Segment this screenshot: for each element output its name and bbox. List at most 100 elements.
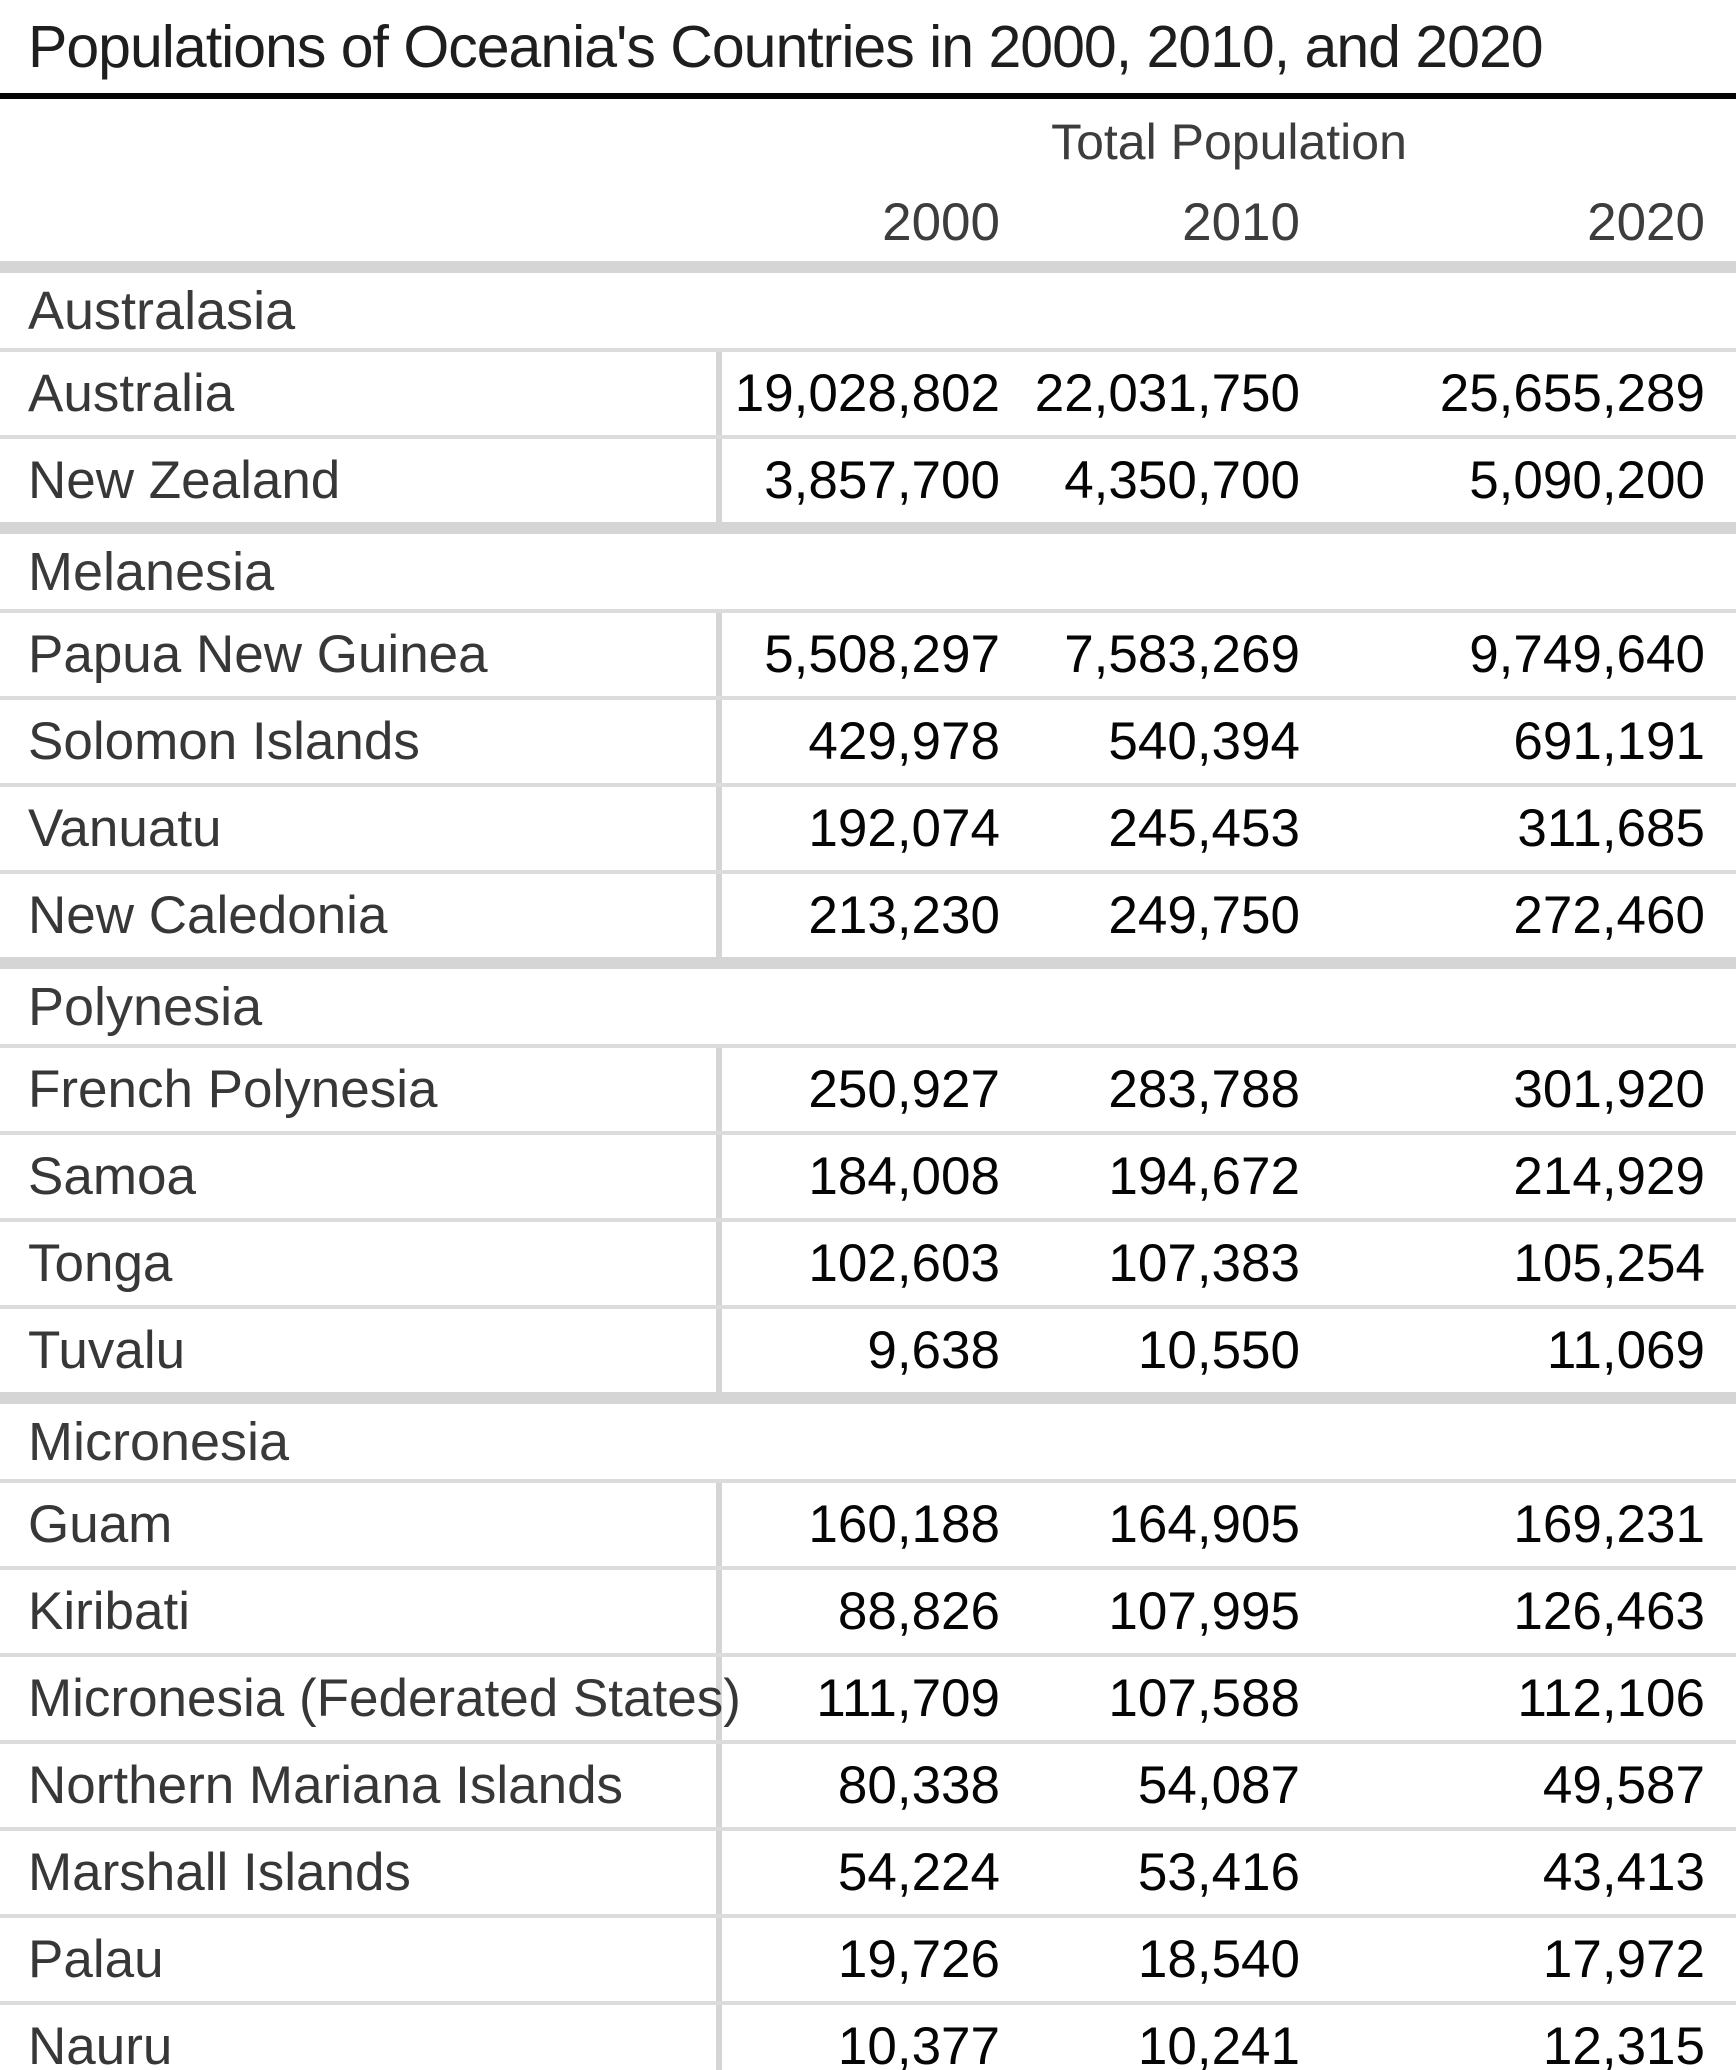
year-header-2000: 2000 (882, 193, 1000, 252)
table-row: Micronesia (Federated States) 111,709 107,… (0, 1653, 1736, 1740)
population-2020-cell: 11,069 (1546, 1321, 1705, 1380)
population-2020-cell: 25,655,289 (1439, 364, 1705, 423)
year-header-2010: 2010 (1182, 193, 1300, 252)
population-2020-cell: 169,231 (1513, 1495, 1705, 1554)
population-2010-cell: 54,087 (1137, 1756, 1300, 1815)
population-2020-cell: 112,106 (1517, 1669, 1705, 1728)
population-2000-cell: 102,603 (808, 1234, 1000, 1293)
population-2020-cell: 12,315 (1542, 2017, 1705, 2070)
country-name-cell: Guam (0, 1483, 722, 1566)
table-row: Vanuatu 192,074 245,453 311,685 (0, 783, 1736, 870)
population-2000-cell: 54,224 (837, 1843, 1000, 1902)
population-2010-cell: 194,672 (1108, 1147, 1300, 1206)
population-2010-cell: 283,788 (1108, 1060, 1300, 1119)
country-name-cell: Palau (0, 1918, 722, 2001)
population-2010-cell: 107,995 (1108, 1582, 1300, 1641)
population-2000-cell: 111,709 (816, 1669, 1000, 1728)
country-name-cell: Tuvalu (0, 1309, 722, 1392)
population-2010-cell: 10,241 (1137, 2017, 1300, 2070)
year-header-spacer (0, 195, 722, 251)
table-row: Palau 19,726 18,540 17,972 (0, 1914, 1736, 2001)
table-row: New Zealand 3,857,700 4,350,700 5,090,200 (0, 435, 1736, 522)
population-2000-cell: 250,927 (808, 1060, 1000, 1119)
table-row: French Polynesia 250,927 283,788 301,920 (0, 1044, 1736, 1131)
population-2000-cell: 5,508,297 (764, 625, 1000, 684)
section-header: Australasia (0, 261, 1736, 348)
country-name-cell: Papua New Guinea (0, 613, 722, 696)
population-2020-cell: 5,090,200 (1469, 451, 1705, 510)
population-2010-cell: 7,583,269 (1064, 625, 1300, 684)
table-row: Papua New Guinea 5,508,297 7,583,269 9,749,… (0, 609, 1736, 696)
country-name-cell: Australia (0, 352, 722, 435)
country-name-cell: Samoa (0, 1135, 722, 1218)
population-2020-cell: 17,972 (1542, 1930, 1705, 1989)
table-body: Australasia Australia 19,028,802 22,031,750… (0, 261, 1736, 2070)
country-name-cell: French Polynesia (0, 1048, 722, 1131)
year-header-2020: 2020 (1587, 193, 1705, 252)
population-2000-cell: 9,638 (867, 1321, 1000, 1380)
table-row: Tuvalu 9,638 10,550 11,069 (0, 1305, 1736, 1392)
country-name-cell: Kiribati (0, 1570, 722, 1653)
population-2000-cell: 184,008 (808, 1147, 1000, 1206)
population-2000-cell: 19,726 (837, 1930, 1000, 1989)
table-row: Nauru 10,377 10,241 12,315 (0, 2001, 1736, 2070)
population-2020-cell: 311,685 (1517, 799, 1705, 858)
table-row: Kiribati 88,826 107,995 126,463 (0, 1566, 1736, 1653)
population-2010-cell: 249,750 (1108, 886, 1300, 945)
country-name-cell: Nauru (0, 2005, 722, 2070)
title-block: Populations of Oceania's Countries in 20… (0, 0, 1736, 93)
table-row: Tonga 102,603 107,383 105,254 (0, 1218, 1736, 1305)
population-2000-cell: 160,188 (808, 1495, 1000, 1554)
population-2020-cell: 9,749,640 (1469, 625, 1705, 684)
population-2020-cell: 691,191 (1513, 712, 1705, 771)
table-row: Solomon Islands 429,978 540,394 691,191 (0, 696, 1736, 783)
country-name-cell: New Caledonia (0, 874, 722, 957)
population-2010-cell: 107,588 (1108, 1669, 1300, 1728)
population-2020-cell: 214,929 (1513, 1147, 1705, 1206)
table-row: Guam 160,188 164,905 169,231 (0, 1479, 1736, 1566)
section-header: Polynesia (0, 957, 1736, 1044)
population-2020-cell: 301,920 (1513, 1060, 1705, 1119)
country-name-cell: Vanuatu (0, 787, 722, 870)
population-2000-cell: 19,028,802 (734, 364, 1000, 423)
population-2010-cell: 22,031,750 (1034, 364, 1300, 423)
population-2020-cell: 49,587 (1542, 1756, 1705, 1815)
population-2010-cell: 10,550 (1137, 1321, 1300, 1380)
section-header: Melanesia (0, 522, 1736, 609)
table-row: Marshall Islands 54,224 53,416 43,413 (0, 1827, 1736, 1914)
population-2010-cell: 164,905 (1108, 1495, 1300, 1554)
year-header-row: 2000 2010 2020 (0, 195, 1736, 251)
country-name-cell: Solomon Islands (0, 700, 722, 783)
population-2020-cell: 105,254 (1513, 1234, 1705, 1293)
population-2000-cell: 10,377 (837, 2017, 1000, 2070)
table-header: Total Population 2000 2010 2020 (0, 99, 1736, 261)
population-2000-cell: 213,230 (808, 886, 1000, 945)
population-2010-cell: 18,540 (1137, 1930, 1300, 1989)
title-divider-rule (0, 93, 1736, 99)
population-2010-cell: 245,453 (1108, 799, 1300, 858)
table-row: Samoa 184,008 194,672 214,929 (0, 1131, 1736, 1218)
country-name-cell: Micronesia (Federated States) (0, 1657, 741, 1740)
column-group-header: Total Population (1051, 114, 1407, 170)
section-header: Micronesia (0, 1392, 1736, 1479)
country-name-cell: Marshall Islands (0, 1831, 722, 1914)
population-2010-cell: 4,350,700 (1064, 451, 1300, 510)
population-2000-cell: 3,857,700 (764, 451, 1000, 510)
population-2020-cell: 272,460 (1513, 886, 1705, 945)
table-row: New Caledonia 213,230 249,750 272,460 (0, 870, 1736, 957)
page-title: Populations of Oceania's Countries in 20… (28, 13, 1544, 80)
country-name-cell: Tonga (0, 1222, 722, 1305)
population-2000-cell: 429,978 (808, 712, 1000, 771)
population-2010-cell: 107,383 (1108, 1234, 1300, 1293)
population-2000-cell: 88,826 (837, 1582, 1000, 1641)
population-2020-cell: 43,413 (1542, 1843, 1705, 1902)
population-2010-cell: 540,394 (1108, 712, 1300, 771)
table-row: Northern Mariana Islands 80,338 54,087 49,5… (0, 1740, 1736, 1827)
population-2020-cell: 126,463 (1513, 1582, 1705, 1641)
country-name-cell: Northern Mariana Islands (0, 1744, 722, 1827)
table-row: Australia 19,028,802 22,031,750 25,655,289 (0, 348, 1736, 435)
population-2000-cell: 192,074 (808, 799, 1000, 858)
country-name-cell: New Zealand (0, 439, 722, 522)
population-2010-cell: 53,416 (1137, 1843, 1300, 1902)
